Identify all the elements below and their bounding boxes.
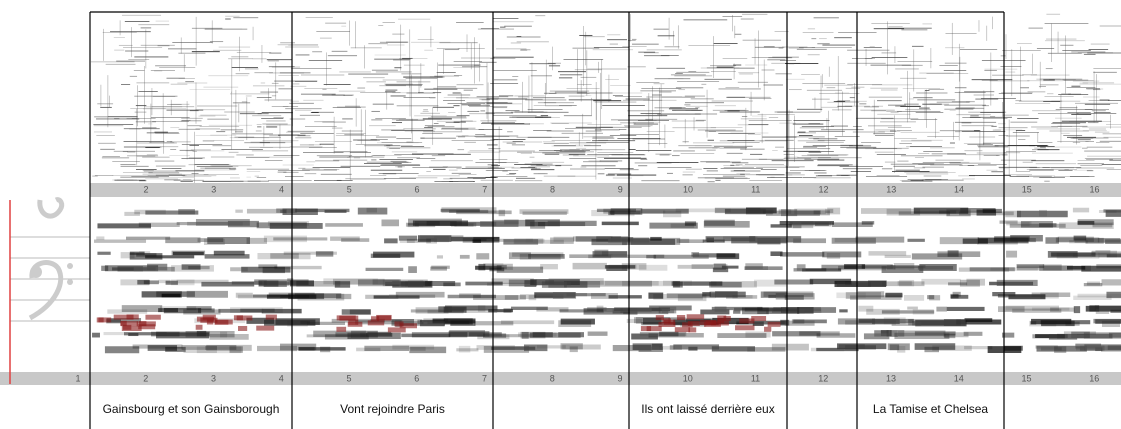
measure-number: 3 xyxy=(211,373,216,383)
lyric: Ils ont laissé derrière eux xyxy=(641,402,774,416)
measure-number: 5 xyxy=(346,373,351,383)
lyric: Vont rejoindre Paris xyxy=(340,402,445,416)
pitch-texture xyxy=(92,207,1121,354)
measure-number: 12 xyxy=(818,184,828,194)
measure-number: 2 xyxy=(143,373,148,383)
measure-number: 13 xyxy=(886,373,896,383)
bass-clef-dot xyxy=(67,263,73,269)
measure-number: 1 xyxy=(75,373,80,383)
lyric: La Tamise et Chelsea xyxy=(873,402,989,416)
staff xyxy=(10,236,90,322)
measure-number: 14 xyxy=(954,184,964,194)
clef-fragment xyxy=(37,197,65,219)
top-ruler xyxy=(90,183,1121,197)
measure-number: 8 xyxy=(550,184,555,194)
measure-number: 11 xyxy=(751,184,760,194)
bass-clef-dot xyxy=(67,279,73,285)
spectrogram-texture xyxy=(90,13,1121,190)
measure-number: 2 xyxy=(143,184,148,194)
measure-number: 4 xyxy=(279,184,284,194)
measure-number: 3 xyxy=(211,184,216,194)
measure-number: 6 xyxy=(414,184,419,194)
phrase-borders xyxy=(89,11,1005,429)
measure-number: 6 xyxy=(414,373,419,383)
bass-clef-dot xyxy=(30,266,42,278)
measure-number: 16 xyxy=(1089,184,1099,194)
measure-number: 8 xyxy=(550,373,555,383)
measure-number: 16 xyxy=(1089,373,1099,383)
measure-number: 13 xyxy=(886,184,896,194)
measure-number: 10 xyxy=(683,184,693,194)
lyric: Gainsbourg et son Gainsborough xyxy=(103,402,280,416)
measure-number: 9 xyxy=(618,184,623,194)
measure-number: 11 xyxy=(751,373,760,383)
measure-number: 12 xyxy=(818,373,828,383)
bottom-ruler xyxy=(0,372,1121,385)
measure-number: 10 xyxy=(683,373,693,383)
measure-number: 7 xyxy=(482,373,487,383)
measure-number: 7 xyxy=(482,184,487,194)
measure-number: 5 xyxy=(347,184,352,194)
measure-number: 15 xyxy=(1022,184,1032,194)
measure-number: 15 xyxy=(1021,373,1031,383)
measure-number: 4 xyxy=(279,373,284,383)
measure-number: 9 xyxy=(617,373,622,383)
measure-number: 14 xyxy=(954,373,964,383)
